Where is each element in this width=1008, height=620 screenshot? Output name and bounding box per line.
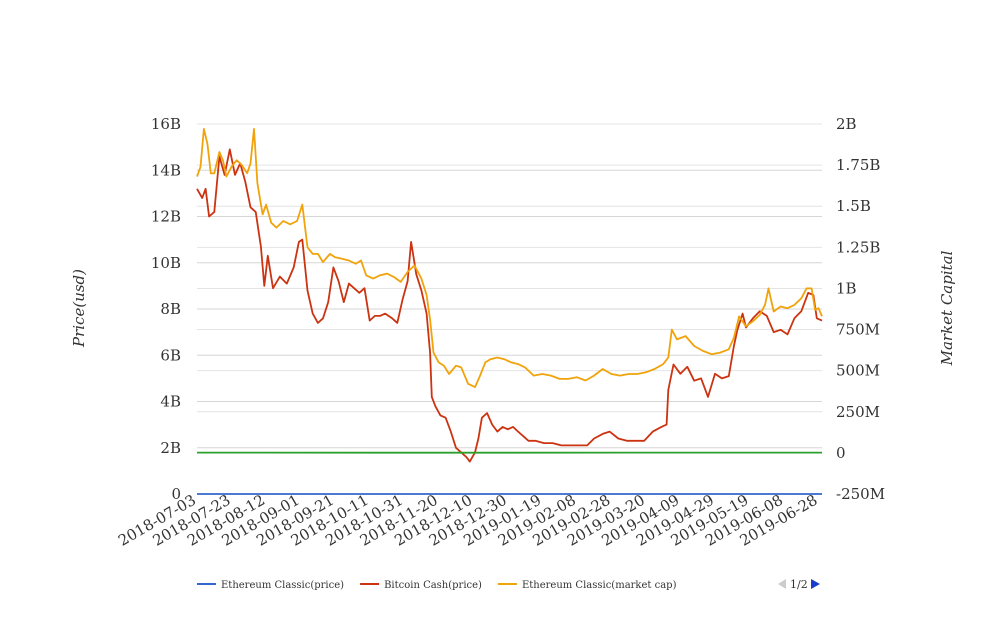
y-right-tick-label: 0 [836,444,846,462]
legend-pager: 1/2 [778,578,820,591]
legend-next-icon[interactable] [811,579,820,589]
y-left-tick-label: 14B [151,161,181,179]
y-right-tick-label: 1.75B [836,156,880,174]
y-left-tick-label: 6B [160,346,181,364]
legend: Ethereum Classic(price) Bitcoin Cash(pric… [197,580,677,591]
legend-label-ethereum-classic-price: Ethereum Classic(price) [221,580,344,591]
x-axis-ticks: 2018-07-032018-07-232018-08-122018-09-01… [115,491,820,550]
y-left-tick-label: 4B [160,393,181,411]
y-left-tick-label: 16B [151,115,181,133]
y-left-tick-label: 10B [151,254,181,272]
y-right-tick-label: 250M [836,403,880,421]
y-left-tick-label: 12B [151,208,181,226]
right-axis-title: Market Capital [938,250,956,366]
series-line-bitcoin-cash-price [197,149,822,461]
grid-lines [197,124,822,453]
legend-page-indicator: 1/2 [790,578,808,591]
y-right-tick-label: 1.25B [836,238,880,256]
legend-label-ethereum-classic-market-cap: Ethereum Classic(market cap) [522,580,677,591]
series-lines [197,129,822,494]
y-right-tick-label: 1.5B [836,197,871,215]
y-right-tick-label: 750M [836,321,880,339]
y-right-tick-label: -250M [836,485,885,503]
legend-prev-icon[interactable] [778,579,786,589]
y-right-tick-label: 500M [836,362,880,380]
left-axis-title: Price(usd) [70,269,88,348]
y-right-tick-label: 1B [836,279,857,297]
legend-label-bitcoin-cash-price: Bitcoin Cash(price) [384,580,482,591]
right-axis-ticks: -250M 0 250M 500M 750M 1B 1.25B 1.5B 1.75B 2B [836,115,885,503]
series-line-ethereum-classic-market-cap [197,129,822,387]
y-left-tick-label: 8B [160,300,181,318]
y-right-tick-label: 2B [836,115,857,133]
y-left-tick-label: 2B [160,439,181,457]
